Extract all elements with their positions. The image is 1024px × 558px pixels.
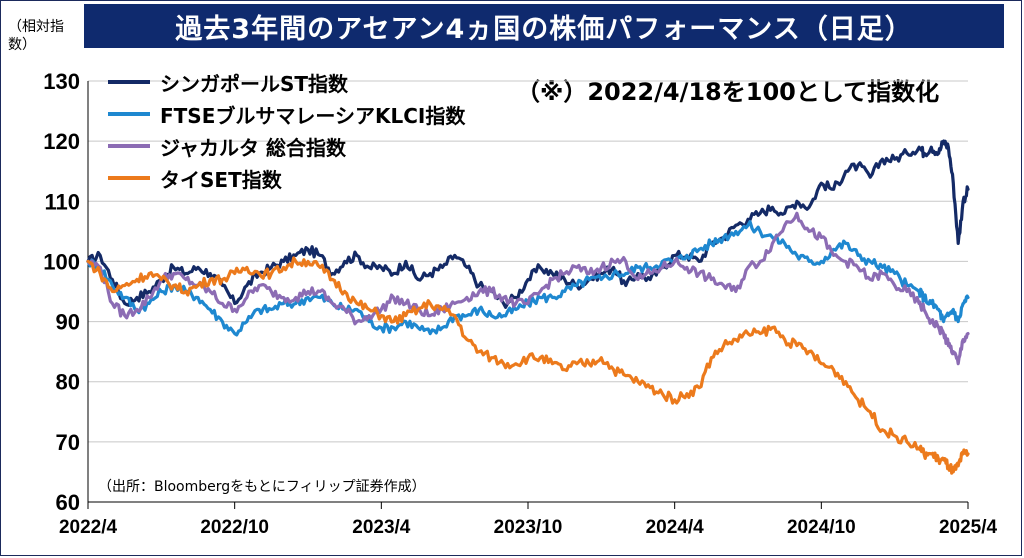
series-line-3 xyxy=(86,256,970,475)
y-tick-label: 70 xyxy=(56,430,80,455)
series-line-1 xyxy=(86,220,970,337)
legend-swatch-singapore xyxy=(108,80,150,84)
legend-label-jakarta: ジャカルタ 総合指数 xyxy=(160,135,346,160)
legend-item-singapore: シンガポールST指数 xyxy=(108,66,465,98)
legend-item-malaysia: FTSEブルサマレーシアKLCI指数 xyxy=(108,98,465,130)
y-tick-label: 60 xyxy=(56,490,80,515)
x-tick-label: 2025/4 xyxy=(939,517,998,538)
legend-item-thailand: タイSET指数 xyxy=(108,162,465,194)
x-tick-label: 2024/4 xyxy=(646,517,705,538)
y-tick-label: 100 xyxy=(43,249,80,274)
chart-title-text: 過去3年間のアセアン4ヵ国の株価パフォーマンス（日足） xyxy=(175,13,913,45)
x-tick-label: 2023/4 xyxy=(352,517,411,538)
series-lines xyxy=(86,139,970,475)
index-base-note: （※）2022/4/18を100として指数化 xyxy=(516,78,940,106)
x-tick-label: 2022/10 xyxy=(200,517,269,538)
legend-label-thailand: タイSET指数 xyxy=(160,167,282,192)
y-tick-label: 110 xyxy=(45,189,81,214)
y-tick-label: 90 xyxy=(56,310,80,335)
y-tick-label: 130 xyxy=(43,69,80,94)
source-note: （出所：Bloombergをもとにフィリップ証券作成） xyxy=(98,479,426,495)
chart-title: 過去3年間のアセアン4ヵ国の株価パフォーマンス（日足） xyxy=(84,4,1004,48)
legend-label-malaysia: FTSEブルサマレーシアKLCI指数 xyxy=(160,103,466,128)
legend-swatch-malaysia xyxy=(108,112,150,116)
y-axis-unit-label: （相対指数） xyxy=(8,19,64,53)
legend-label-singapore: シンガポールST指数 xyxy=(160,71,349,96)
gridlines xyxy=(88,80,968,443)
legend: シンガポールST指数 FTSEブルサマレーシアKLCI指数 ジャカルタ 総合指数… xyxy=(108,66,465,194)
y-tick-label: 120 xyxy=(43,129,80,154)
legend-swatch-jakarta xyxy=(108,144,150,148)
x-tick-label: 2022/4 xyxy=(59,517,118,538)
x-tick-label: 2023/10 xyxy=(494,517,563,538)
y-tick-labels: 60 70 80 90 100 110 120 130 xyxy=(43,69,80,515)
x-tick-label: 2024/10 xyxy=(787,517,856,538)
legend-swatch-thailand xyxy=(108,176,150,180)
axes xyxy=(87,81,969,509)
y-tick-label: 80 xyxy=(56,370,80,395)
x-tick-labels: 2022/4 2022/10 2023/4 2023/10 2024/4 2024/10 2… xyxy=(59,517,998,538)
series-line-2 xyxy=(86,211,970,366)
legend-item-jakarta: ジャカルタ 総合指数 xyxy=(108,130,465,162)
